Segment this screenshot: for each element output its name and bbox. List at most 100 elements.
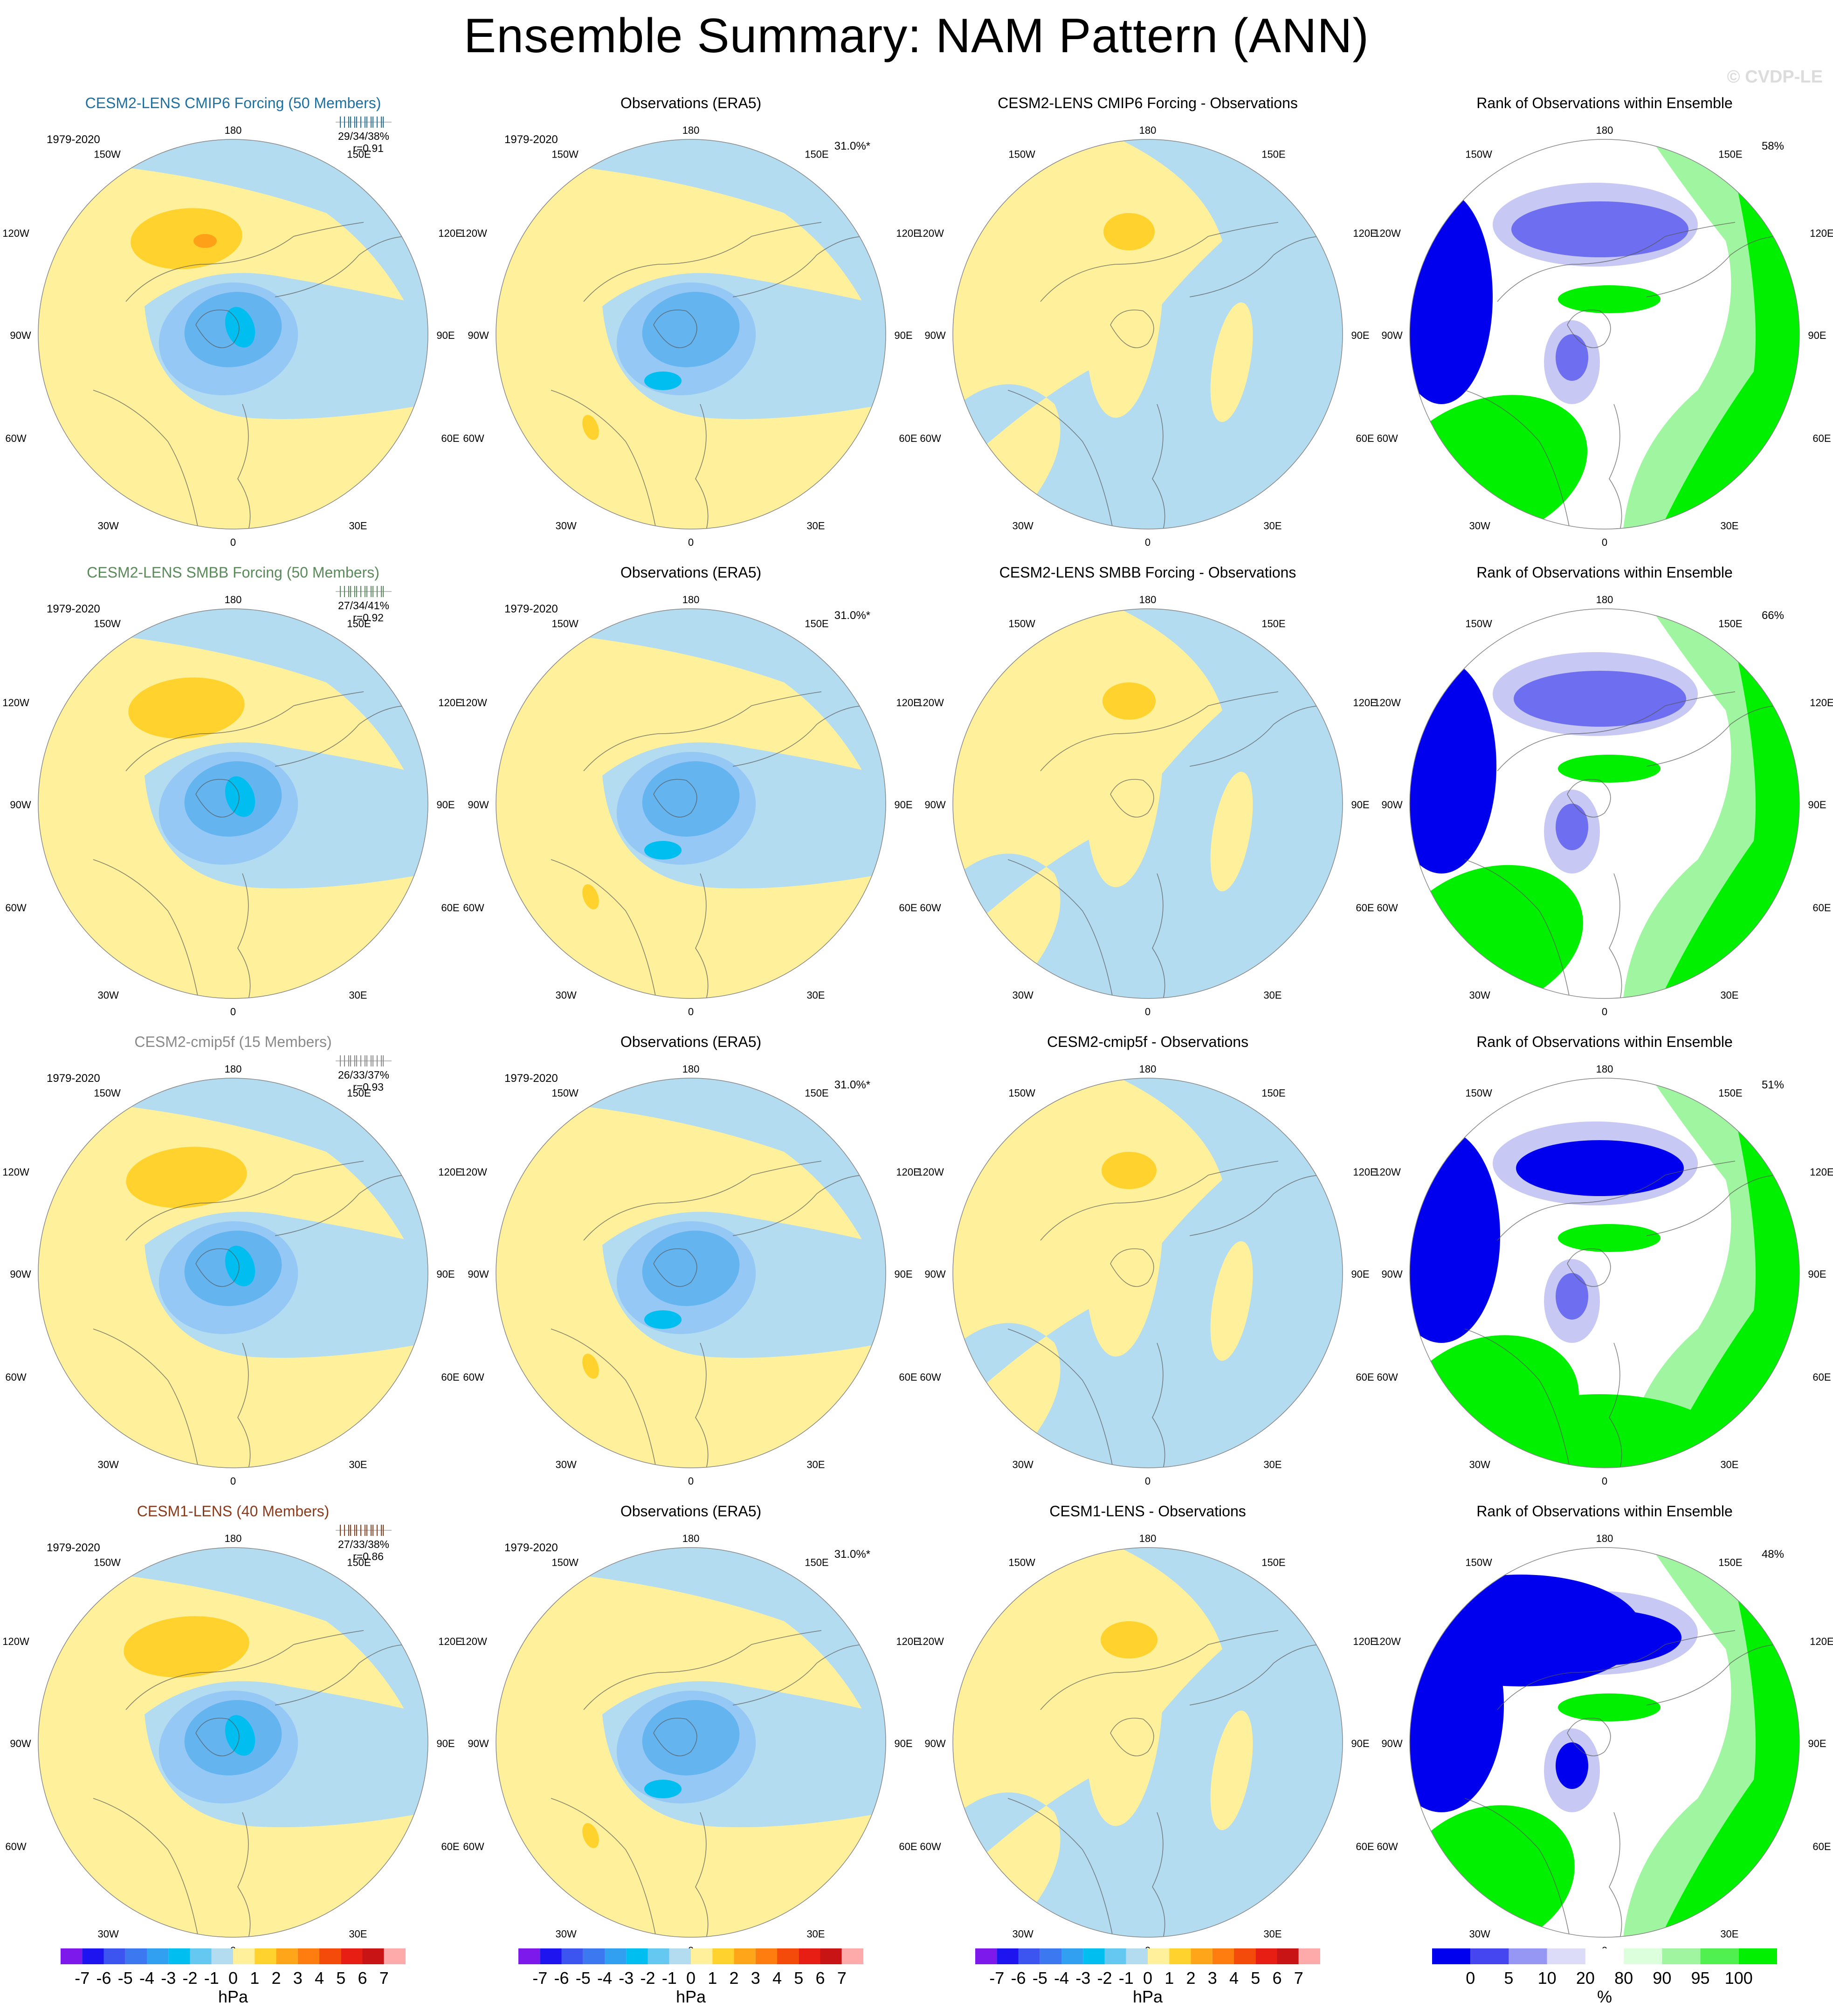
lon-label-top: 180 (682, 1533, 700, 1544)
lon-label-90e: 90E (436, 1268, 455, 1280)
lon-label-30w: 30W (97, 1928, 118, 1940)
map-panel-r1c4: 180 0 150W 150E 120W 120E 90W 90E 60W 60E 30W 30E Ra… (1374, 95, 1833, 548)
colorbar-swatch (820, 1948, 842, 1964)
colorbar-tick-label: -5 (118, 1968, 133, 1988)
panel-title: CESM2-LENS SMBB Forcing - Observations (999, 564, 1296, 581)
coast-line (1497, 1161, 1736, 1241)
coast-line (93, 390, 206, 529)
colorbar-tick-label: 0 (228, 1968, 238, 1988)
colorbar-unit: % (1597, 1987, 1612, 2006)
lon-label-90w: 90W (468, 1268, 489, 1280)
coast-line (1609, 1342, 1622, 1468)
map-field (38, 139, 428, 529)
map-panel-r1c2: 180 0 150W 150E 120W 120E 90W 90E 60W 60E 30W 30E Ob… (460, 95, 920, 548)
coast-line (653, 1718, 697, 1756)
lon-label-90e: 90E (436, 1738, 455, 1749)
map-outline (38, 608, 428, 999)
percent-variance: 31.0%* (834, 140, 870, 152)
negative-core (225, 307, 255, 348)
map-field (496, 1548, 886, 1937)
lon-label-90w: 90W (1381, 330, 1402, 341)
lon-label-150w: 150W (1465, 618, 1492, 629)
lon-label-150e: 150E (1261, 1087, 1285, 1099)
coast-line (1007, 1328, 1120, 1468)
coast-line (195, 310, 240, 348)
negative-cap (38, 1078, 428, 1292)
negative-core (644, 841, 682, 860)
lon-label-60e: 60E (1812, 1371, 1831, 1383)
ensemble-strip (336, 586, 392, 597)
colorbar-swatch (1104, 1948, 1126, 1964)
lon-label-30e: 30E (1720, 520, 1738, 532)
lon-label-120w: 120W (460, 697, 487, 709)
percent-variance: 66% (1762, 609, 1784, 622)
positive-small (582, 415, 599, 440)
colorbar-tick-label: 7 (837, 1968, 847, 1988)
coast-line (125, 1630, 364, 1710)
lon-label-120e: 120E (1810, 697, 1833, 709)
colorbar-tick-label: -2 (1097, 1968, 1112, 1988)
pct-variance-stats: 27/34/41% (338, 599, 389, 612)
rank-green-center (1558, 1693, 1661, 1721)
lon-label-top: 180 (682, 1063, 700, 1075)
lon-label-60e: 60E (899, 1841, 917, 1852)
negative-cap (496, 1548, 886, 1761)
pct-variance-stats: 27/33/38% (338, 1538, 389, 1550)
map-outline (952, 608, 1343, 999)
colorbar-swatch (297, 1948, 319, 1964)
lon-label-bottom: 0 (1602, 1475, 1607, 1487)
colorbar-swatch (1212, 1948, 1234, 1964)
period-label: 1979-2020 (47, 1541, 100, 1554)
rank-blue-center (1556, 1742, 1588, 1789)
lon-label-120w: 120W (2, 697, 29, 709)
diff-positive-tongue (1086, 1603, 1163, 1826)
coast-line (653, 310, 697, 348)
lon-label-bottom: 0 (688, 1006, 694, 1018)
colorbar-tick-label: -3 (619, 1968, 634, 1988)
coast-line (93, 859, 206, 998)
positive-small (582, 884, 599, 909)
panel-title: Observations (ERA5) (620, 1503, 761, 1520)
lon-label-60e: 60E (441, 902, 459, 914)
colorbar-tick-label: 3 (1208, 1968, 1217, 1988)
coastlines (551, 1630, 886, 1937)
map-outline (496, 608, 886, 999)
map-panel-r2c2: 180 0 150W 150E 120W 120E 90W 90E 60W 60E 30W 30E Ob… (460, 564, 920, 1018)
negative-cap (496, 1078, 886, 1292)
colorbar-tick-label: 0 (1466, 1968, 1475, 1988)
lon-label-60w: 60W (1377, 902, 1398, 914)
lon-label-90e: 90E (1808, 1268, 1826, 1280)
lon-label-30e: 30E (806, 520, 825, 532)
coast-line (1567, 779, 1611, 818)
lon-label-120w: 120W (1374, 1636, 1401, 1647)
lon-label-30w: 30W (1012, 990, 1033, 1001)
colorbar-swatch (777, 1948, 799, 1964)
colorbar-tick-label: 1 (250, 1968, 259, 1988)
lon-label-90w: 90W (1381, 799, 1402, 811)
colorbar-swatch (125, 1948, 147, 1964)
watermark: © CVDP-LE (1727, 67, 1823, 87)
lon-label-90e: 90E (1808, 330, 1826, 341)
lon-label-90w: 90W (1381, 1268, 1402, 1280)
coast-line (695, 873, 709, 998)
lon-label-60w: 60W (1377, 433, 1398, 444)
colorbar-swatch (997, 1948, 1019, 1964)
pattern-correlation: r=0.93 (353, 1081, 384, 1093)
colorbar-tick-label: -6 (1011, 1968, 1026, 1988)
lon-label-150w: 150W (1008, 1556, 1035, 1568)
lon-label-30w: 30W (97, 990, 118, 1001)
panel-title: CESM2-cmip5f - Observations (1047, 1033, 1248, 1050)
lon-label-60e: 60E (1356, 433, 1374, 444)
lon-label-60e: 60E (441, 1371, 459, 1383)
coast-line (695, 1812, 709, 1937)
coast-line (1464, 859, 1577, 998)
lon-label-90e: 90E (894, 799, 912, 811)
pct-variance-stats: 26/33/37% (338, 1069, 389, 1081)
lon-label-top: 180 (1139, 594, 1157, 605)
lon-label-120w: 120W (2, 1166, 29, 1178)
map-outline (952, 1078, 1343, 1468)
colorbar-tick-label: 4 (315, 1968, 324, 1988)
colorbar-swatch (648, 1948, 669, 1964)
lon-label-60e: 60E (1812, 433, 1831, 444)
coast-line (93, 1328, 206, 1468)
